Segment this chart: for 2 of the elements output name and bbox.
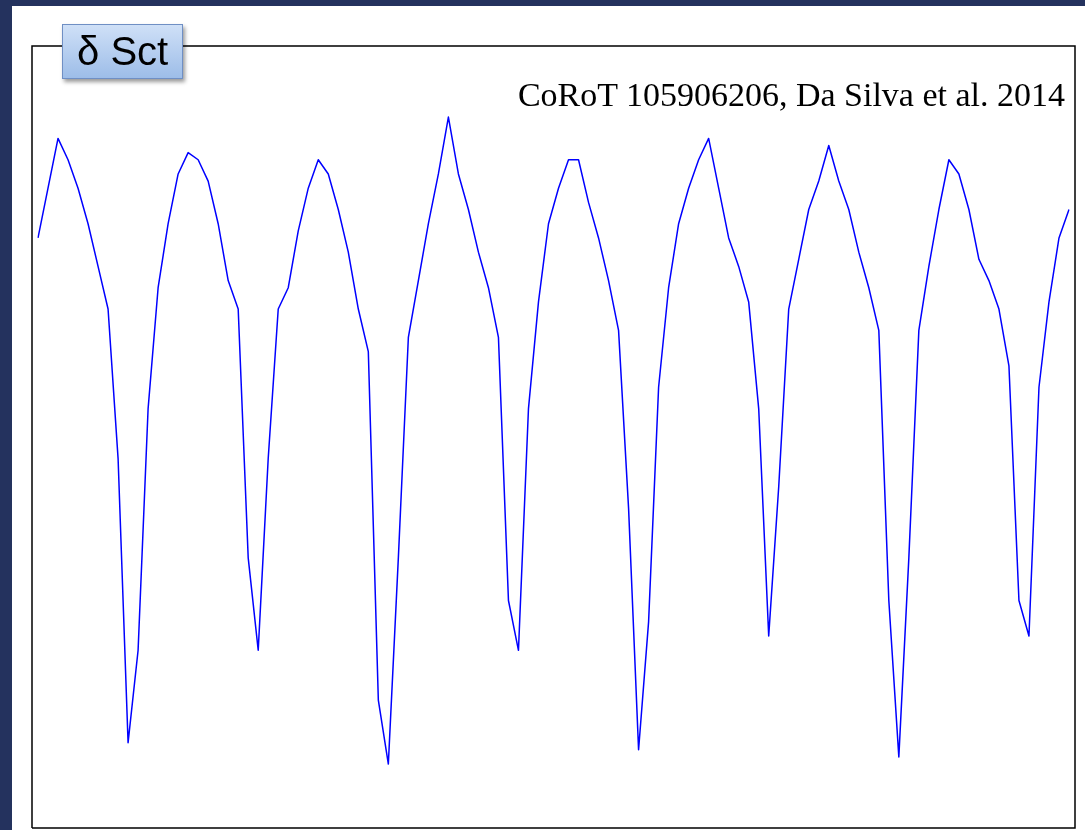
text: CoRoT 105906206, Da Silva et al. 2014 — [517, 76, 1065, 114]
text: δ Sct — [62, 24, 184, 79]
